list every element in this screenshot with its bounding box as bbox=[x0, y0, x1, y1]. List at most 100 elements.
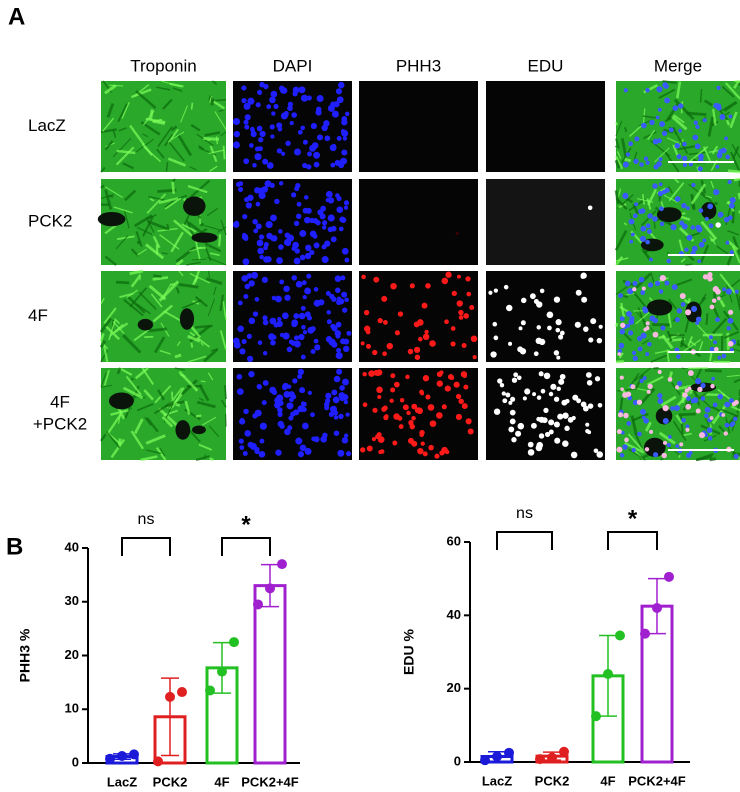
nucleus bbox=[668, 435, 672, 439]
fiber bbox=[190, 102, 194, 110]
fiber bbox=[144, 416, 152, 427]
image-background bbox=[486, 179, 605, 265]
nucleus bbox=[656, 138, 662, 144]
data-point bbox=[117, 751, 127, 762]
nucleus bbox=[508, 400, 513, 405]
fiber bbox=[130, 430, 145, 450]
fiber bbox=[650, 272, 655, 284]
nucleus bbox=[299, 254, 306, 261]
nucleus bbox=[242, 258, 250, 266]
nucleus bbox=[686, 396, 691, 401]
nucleus bbox=[631, 350, 637, 355]
nucleus bbox=[633, 158, 639, 165]
data-point bbox=[265, 583, 275, 594]
fiber bbox=[727, 230, 740, 236]
micrograph bbox=[359, 271, 478, 362]
nucleus bbox=[259, 422, 267, 430]
nucleus bbox=[544, 431, 551, 438]
nucleus bbox=[239, 348, 246, 355]
fiber bbox=[122, 334, 142, 354]
fiber bbox=[159, 349, 171, 355]
nucleus bbox=[685, 427, 690, 432]
fiber bbox=[100, 193, 115, 200]
nucleus bbox=[710, 383, 715, 389]
nucleus bbox=[307, 151, 312, 157]
nucleus bbox=[725, 288, 732, 295]
nucleus bbox=[679, 292, 686, 299]
nucleus bbox=[619, 375, 624, 380]
gap bbox=[191, 232, 218, 243]
image-background bbox=[359, 368, 478, 460]
nucleus bbox=[414, 354, 421, 360]
fiber bbox=[116, 149, 136, 155]
nucleus bbox=[296, 201, 302, 207]
nucleus bbox=[343, 345, 350, 353]
nucleus bbox=[657, 190, 664, 197]
fiber bbox=[616, 151, 622, 160]
nucleus bbox=[258, 234, 265, 240]
data-point bbox=[480, 755, 490, 766]
x-tick-label: 4F bbox=[214, 774, 229, 789]
nucleus bbox=[244, 430, 252, 437]
gap bbox=[179, 308, 195, 330]
nucleus bbox=[590, 318, 597, 325]
nucleus bbox=[704, 406, 711, 413]
fiber bbox=[695, 452, 714, 462]
significance-label: * bbox=[628, 505, 638, 532]
nucleus bbox=[428, 444, 434, 451]
nucleus bbox=[245, 202, 252, 209]
nucleus bbox=[293, 220, 300, 227]
fiber bbox=[733, 378, 740, 384]
nucleus bbox=[626, 310, 632, 317]
fiber bbox=[682, 338, 702, 353]
nucleus bbox=[286, 346, 293, 353]
nucleus bbox=[393, 381, 400, 388]
nucleus bbox=[631, 447, 636, 453]
nucleus bbox=[730, 421, 736, 426]
nucleus bbox=[553, 396, 560, 402]
nucleus bbox=[588, 337, 594, 343]
nucleus bbox=[276, 122, 283, 129]
nucleus bbox=[724, 136, 728, 141]
fiber bbox=[222, 301, 227, 320]
nucleus bbox=[439, 370, 444, 375]
nucleus bbox=[659, 121, 666, 128]
nucleus bbox=[721, 353, 727, 359]
fiber bbox=[634, 373, 645, 390]
nucleus bbox=[335, 333, 341, 339]
nucleus bbox=[411, 403, 418, 410]
nucleus bbox=[249, 143, 254, 148]
nucleus bbox=[695, 316, 702, 323]
fiber bbox=[719, 299, 726, 308]
nucleus bbox=[297, 374, 303, 380]
nucleus bbox=[697, 259, 702, 264]
nucleus bbox=[687, 370, 694, 377]
fiber bbox=[628, 448, 646, 461]
nucleus bbox=[533, 351, 539, 357]
nucleus bbox=[278, 181, 284, 186]
nucleus bbox=[717, 355, 722, 360]
fiber bbox=[680, 257, 686, 263]
nucleus bbox=[509, 418, 516, 425]
nucleus bbox=[376, 386, 383, 394]
nucleus bbox=[536, 416, 541, 422]
fiber bbox=[680, 336, 685, 348]
nucleus bbox=[490, 351, 497, 358]
nucleus bbox=[727, 179, 732, 185]
nucleus bbox=[616, 446, 623, 453]
nucleus bbox=[291, 112, 297, 118]
nucleus bbox=[304, 287, 311, 295]
nucleus bbox=[331, 325, 338, 332]
data-point bbox=[492, 751, 502, 762]
fiber bbox=[194, 295, 208, 308]
nucleus bbox=[298, 333, 305, 341]
nucleus bbox=[336, 206, 344, 214]
fiber bbox=[174, 367, 186, 371]
fiber bbox=[211, 80, 218, 85]
fiber bbox=[175, 258, 184, 267]
fiber bbox=[186, 261, 201, 266]
nucleus bbox=[691, 183, 696, 188]
fiber bbox=[725, 82, 740, 100]
nucleus bbox=[679, 442, 684, 447]
nucleus bbox=[252, 162, 257, 168]
